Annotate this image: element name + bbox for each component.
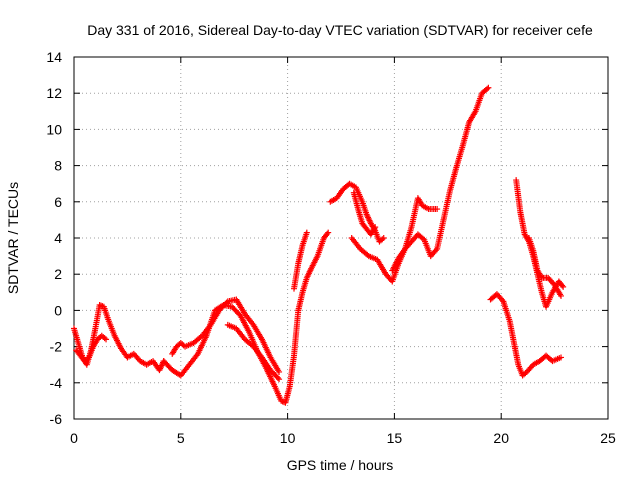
x-tick-label: 25 bbox=[600, 430, 616, 446]
x-tick-label: 5 bbox=[177, 430, 185, 446]
y-tick-label: -2 bbox=[50, 339, 63, 355]
series-seg2 bbox=[73, 332, 110, 365]
chart-title: Day 331 of 2016, Sidereal Day-to-day VTE… bbox=[87, 22, 593, 38]
series-seg11 bbox=[487, 291, 565, 379]
series-seg10 bbox=[389, 84, 492, 274]
data-points bbox=[71, 84, 567, 406]
data-point bbox=[303, 229, 310, 236]
x-tick-label: 20 bbox=[493, 430, 509, 446]
x-tick-label: 0 bbox=[70, 430, 78, 446]
series-seg6 bbox=[291, 229, 310, 292]
series-seg13 bbox=[525, 235, 565, 299]
y-tick-label: 6 bbox=[54, 194, 62, 210]
x-axis-label: GPS time / hours bbox=[287, 457, 394, 473]
data-point bbox=[560, 283, 567, 290]
data-point bbox=[325, 229, 332, 236]
data-point bbox=[103, 336, 110, 343]
data-point bbox=[276, 376, 283, 383]
grid bbox=[74, 57, 608, 419]
y-tick-label: -6 bbox=[50, 411, 63, 427]
data-point bbox=[485, 84, 492, 91]
series-seg3 bbox=[160, 229, 332, 406]
data-point bbox=[276, 368, 283, 375]
y-tick-label: 2 bbox=[54, 266, 62, 282]
series-seg8 bbox=[350, 189, 379, 238]
y-tick-label: 4 bbox=[54, 230, 62, 246]
y-tick-label: 10 bbox=[46, 121, 62, 137]
data-point bbox=[274, 374, 281, 381]
data-point bbox=[558, 354, 565, 361]
ticks: 0 5 10 15 20 25 -6 -4 -2 0 2 4 6 8 10 12 14 bbox=[46, 49, 616, 446]
data-point bbox=[434, 206, 441, 213]
data-point bbox=[559, 282, 566, 289]
series-seg5 bbox=[224, 321, 283, 383]
data-point bbox=[324, 230, 331, 237]
x-tick-label: 15 bbox=[387, 430, 403, 446]
data-point bbox=[380, 235, 387, 241]
x-tick-label: 10 bbox=[280, 430, 296, 446]
data-point bbox=[372, 224, 379, 231]
y-tick-label: 12 bbox=[46, 85, 62, 101]
series-seg4 bbox=[169, 296, 283, 375]
data-point bbox=[484, 85, 491, 92]
y-tick-label: 8 bbox=[54, 158, 62, 174]
data-point bbox=[558, 292, 565, 299]
y-tick-label: 0 bbox=[54, 302, 62, 318]
y-tick-label: -4 bbox=[50, 375, 63, 391]
y-axis-label: SDTVAR / TECUs bbox=[5, 182, 21, 294]
y-tick-label: 14 bbox=[46, 49, 62, 65]
